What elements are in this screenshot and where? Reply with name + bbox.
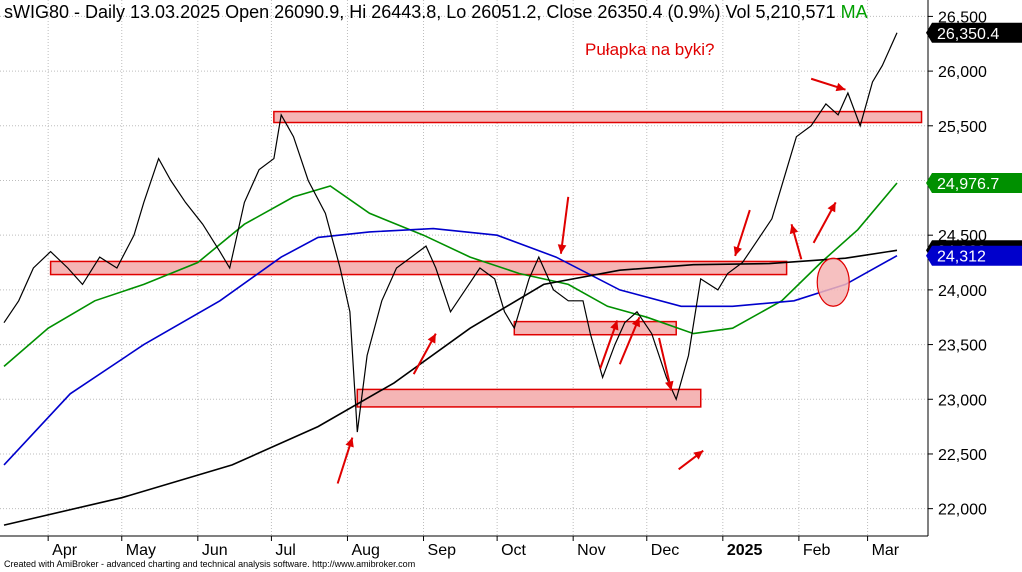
- support-resistance-zone: [356, 388, 702, 408]
- y-axis-tick-label: 26,000: [938, 64, 987, 81]
- y-axis-tick-label: 22,000: [938, 502, 987, 519]
- annotation-arrow-head: [557, 244, 567, 254]
- annotation-arrow-head: [345, 437, 354, 448]
- moving-average-line-1: [3, 182, 898, 368]
- value-label-text: 26,350.4: [937, 26, 999, 43]
- x-axis-tick-label: Aug: [351, 542, 379, 559]
- support-resistance-zone: [513, 320, 677, 336]
- x-axis-tick-label: Feb: [803, 542, 831, 559]
- crossover-highlight: [816, 257, 850, 307]
- annotation-arrow-head: [427, 333, 436, 344]
- moving-average-line-3: [3, 249, 898, 526]
- ma-label: MA: [840, 2, 868, 22]
- y-axis-tick-label: 22,500: [938, 447, 987, 464]
- annotation-arrow-head: [610, 320, 619, 331]
- value-label-box: [926, 173, 1022, 194]
- annotation-arrow-head: [733, 246, 742, 256]
- value-label-box: [926, 245, 1022, 266]
- y-axis-tick-label: 23,500: [938, 338, 987, 355]
- header-text: sWIG80 - Daily 13.03.2025 Open 26090.9, …: [4, 2, 836, 22]
- x-axis-tick-label: May: [126, 542, 156, 559]
- y-axis-tick-label: 24,000: [938, 283, 987, 300]
- x-axis-tick-label: Mar: [872, 542, 900, 559]
- bull-trap-annotation: Pułapka na byki?: [585, 40, 715, 59]
- annotation-arrow-head: [665, 380, 674, 391]
- price-line: [3, 32, 898, 433]
- value-label-box: [926, 22, 1022, 43]
- x-axis-tick-label: Sep: [428, 542, 457, 559]
- annotation-arrow-shaft: [559, 196, 570, 254]
- chart-header: sWIG80 - Daily 13.03.2025 Open 26090.9, …: [4, 2, 868, 23]
- x-axis-tick-label: Dec: [651, 542, 679, 559]
- annotation-arrow-head: [693, 450, 704, 460]
- y-axis-tick-label: 26,500: [938, 9, 987, 26]
- value-label-text: 24,312: [937, 249, 986, 266]
- x-axis-tick-label: Oct: [501, 542, 526, 559]
- x-axis-tick-label: Nov: [577, 542, 605, 559]
- x-axis-tick-label: 2025: [727, 542, 763, 559]
- annotation-arrow-head: [835, 82, 846, 92]
- x-axis-tick-label: Jul: [275, 542, 295, 559]
- support-resistance-zone: [273, 110, 923, 124]
- amibroker-credit: Created with AmiBroker - advanced charti…: [4, 559, 416, 569]
- support-resistance-zone: [49, 260, 788, 276]
- value-label-text: 24,976.7: [937, 176, 999, 193]
- x-axis-tick-label: Jun: [202, 542, 228, 559]
- annotation-arrow-head: [789, 224, 799, 235]
- y-axis-tick-label: 23,000: [938, 392, 987, 409]
- y-axis-tick-label: 25,500: [938, 119, 987, 136]
- annotation-arrow-head: [827, 202, 836, 213]
- moving-average-line-2: [3, 227, 898, 466]
- x-axis-tick-label: Apr: [52, 542, 78, 559]
- annotation-arrow-head: [631, 317, 640, 328]
